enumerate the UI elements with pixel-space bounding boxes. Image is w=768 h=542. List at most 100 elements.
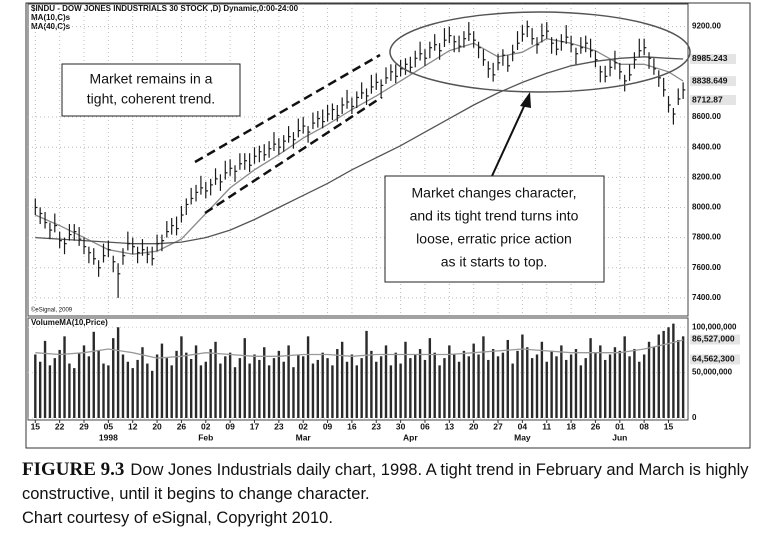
x-tick-label: 17 bbox=[250, 421, 260, 431]
volume-bar bbox=[136, 359, 139, 418]
volume-bar bbox=[160, 343, 164, 418]
volume-bar bbox=[414, 354, 417, 418]
x-tick-label: 26 bbox=[177, 421, 187, 431]
volume-bar bbox=[628, 356, 631, 418]
price-bar bbox=[497, 53, 501, 71]
price-bar bbox=[127, 231, 131, 251]
volume-bar bbox=[48, 365, 52, 418]
volume-bar bbox=[345, 361, 349, 418]
y-tick-label: 100,000,000 bbox=[692, 322, 737, 331]
price-bar bbox=[200, 175, 204, 195]
price-bar bbox=[205, 181, 208, 199]
price-bar bbox=[429, 41, 433, 59]
volume-bar bbox=[209, 349, 212, 418]
price-bar bbox=[599, 65, 603, 83]
price-bar bbox=[151, 246, 155, 266]
x-tick-label: 18 bbox=[566, 421, 576, 431]
volume-bar bbox=[667, 327, 670, 418]
price-bar bbox=[560, 34, 564, 51]
price-bar bbox=[521, 25, 525, 42]
volume-bar bbox=[224, 356, 227, 418]
price-bar bbox=[658, 70, 661, 87]
price-bar bbox=[453, 35, 457, 53]
price-bar bbox=[156, 234, 160, 252]
x-tick-label: 08 bbox=[639, 421, 649, 431]
price-bar bbox=[648, 52, 652, 69]
volume-bar bbox=[214, 341, 217, 418]
volume-bar bbox=[399, 363, 402, 418]
volume-bar bbox=[53, 358, 56, 418]
volume-bar bbox=[579, 365, 583, 418]
month-label: Jun bbox=[612, 432, 627, 442]
volume-bar bbox=[155, 354, 159, 418]
x-tick-label: 11 bbox=[542, 421, 551, 431]
price-bar bbox=[594, 50, 598, 68]
volume-bar bbox=[487, 359, 490, 418]
volume-bar bbox=[38, 361, 42, 418]
price-bar bbox=[287, 126, 291, 143]
price-bar bbox=[468, 22, 472, 41]
annotation-text: loose, erratic price action bbox=[416, 231, 572, 247]
volume-bar bbox=[379, 356, 383, 418]
volume-bar bbox=[189, 359, 193, 418]
price-bar bbox=[117, 263, 121, 298]
price-bar bbox=[614, 50, 618, 70]
price-bar bbox=[526, 20, 530, 38]
caption: FIGURE 9.3 Dow Jones Industrials daily ch… bbox=[22, 458, 757, 530]
volume-bar bbox=[623, 336, 626, 418]
price-bar bbox=[653, 58, 657, 75]
volume-bar bbox=[569, 354, 573, 418]
price-bar bbox=[624, 74, 627, 92]
price-bar bbox=[419, 41, 423, 61]
price-bar bbox=[677, 88, 681, 105]
price-bar bbox=[531, 28, 535, 45]
volume-bar bbox=[146, 363, 149, 418]
x-tick-label: 20 bbox=[469, 421, 479, 431]
price-bar bbox=[171, 218, 174, 235]
volume-bar bbox=[151, 370, 154, 418]
x-tick-label: 15 bbox=[31, 421, 41, 431]
caption-credit: Chart courtesy of eSignal, Copyright 201… bbox=[22, 509, 333, 527]
price-bar bbox=[326, 104, 330, 122]
volume-bar bbox=[482, 336, 485, 418]
price-bar bbox=[492, 62, 496, 82]
price-bar bbox=[331, 103, 335, 121]
volume-bar bbox=[550, 350, 553, 418]
volume-bar bbox=[472, 343, 475, 418]
price-bar bbox=[83, 237, 87, 255]
volume-bar bbox=[370, 350, 373, 418]
price-bar bbox=[448, 26, 452, 44]
price-bar bbox=[477, 41, 481, 59]
month-label: Feb bbox=[198, 432, 213, 442]
price-bar bbox=[672, 108, 676, 125]
volume-bar bbox=[219, 363, 222, 418]
price-bar bbox=[585, 35, 588, 53]
volume-bar bbox=[638, 361, 641, 418]
price-bar bbox=[141, 239, 145, 256]
volume-bar bbox=[584, 358, 587, 418]
volume-bar bbox=[360, 358, 363, 418]
volume-bar bbox=[126, 361, 130, 418]
volume-bar bbox=[438, 365, 441, 418]
volume-bar bbox=[477, 354, 480, 418]
price-bar bbox=[546, 22, 549, 39]
volume-bar bbox=[297, 354, 300, 418]
price-bar bbox=[609, 59, 613, 77]
price-bar bbox=[380, 79, 384, 96]
price-bar bbox=[351, 97, 355, 115]
volume-bar bbox=[82, 345, 86, 418]
price-bar bbox=[370, 74, 374, 94]
y-tick-label: 8200.00 bbox=[692, 172, 721, 181]
price-bar bbox=[297, 118, 301, 138]
volume-bar bbox=[618, 350, 622, 418]
volume-bar bbox=[642, 354, 646, 418]
price-bar bbox=[239, 153, 243, 170]
volume-bar bbox=[428, 338, 432, 418]
legend-entry: MA(40,C)s bbox=[31, 22, 71, 31]
marker-label: 8712.87 bbox=[692, 94, 723, 104]
volume-bar bbox=[263, 347, 266, 418]
volume-bar bbox=[418, 349, 422, 418]
price-bar bbox=[643, 38, 647, 56]
volume-bar bbox=[496, 356, 500, 418]
annotation-text: tight, coherent trend. bbox=[87, 91, 215, 107]
